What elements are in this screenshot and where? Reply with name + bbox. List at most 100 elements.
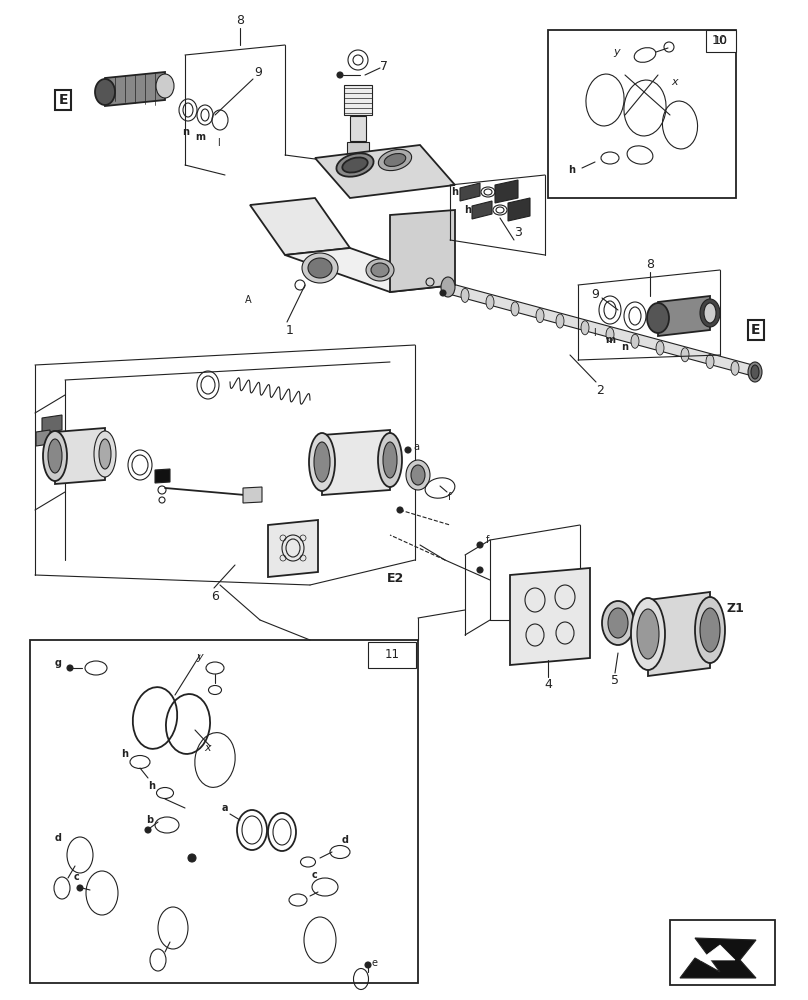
- Ellipse shape: [608, 608, 628, 638]
- Text: 2: 2: [596, 383, 604, 396]
- Text: h: h: [569, 165, 575, 175]
- Ellipse shape: [385, 154, 406, 166]
- Polygon shape: [445, 282, 760, 378]
- Text: Z1: Z1: [726, 601, 744, 614]
- Ellipse shape: [511, 302, 519, 316]
- Text: x: x: [204, 743, 212, 753]
- Text: 5: 5: [611, 674, 619, 686]
- Ellipse shape: [99, 439, 111, 469]
- Text: 6: 6: [211, 589, 219, 602]
- Text: l: l: [594, 328, 596, 338]
- Text: h: h: [149, 781, 155, 791]
- Ellipse shape: [602, 601, 634, 645]
- Text: b: b: [146, 815, 154, 825]
- Text: c: c: [74, 872, 80, 882]
- Text: 3: 3: [514, 226, 522, 238]
- Text: y: y: [614, 47, 621, 57]
- Bar: [347, 142, 369, 154]
- Ellipse shape: [486, 295, 494, 309]
- Text: a: a: [221, 803, 228, 813]
- Ellipse shape: [631, 598, 665, 670]
- Polygon shape: [680, 938, 756, 978]
- Text: 4: 4: [544, 678, 552, 692]
- Text: 8: 8: [236, 13, 244, 26]
- Polygon shape: [42, 415, 62, 433]
- Text: 9: 9: [591, 288, 599, 302]
- Circle shape: [397, 507, 403, 513]
- Circle shape: [353, 55, 363, 65]
- Ellipse shape: [406, 460, 430, 490]
- Ellipse shape: [411, 465, 425, 485]
- Text: m: m: [605, 335, 615, 345]
- Bar: [706, 30, 736, 52]
- Text: h: h: [452, 187, 458, 197]
- Circle shape: [477, 542, 483, 548]
- Text: x: x: [671, 77, 678, 87]
- Bar: [30, 640, 418, 983]
- Ellipse shape: [309, 433, 335, 491]
- Polygon shape: [460, 183, 480, 201]
- Circle shape: [337, 72, 343, 78]
- Polygon shape: [155, 469, 170, 483]
- Text: 10: 10: [714, 36, 728, 46]
- Bar: [670, 920, 775, 985]
- Ellipse shape: [95, 79, 115, 105]
- Circle shape: [145, 827, 151, 833]
- Ellipse shape: [647, 303, 669, 333]
- Ellipse shape: [700, 608, 720, 652]
- Text: n: n: [621, 342, 629, 352]
- Text: f: f: [448, 492, 452, 502]
- Polygon shape: [243, 487, 262, 503]
- Circle shape: [67, 665, 73, 671]
- Text: d: d: [342, 835, 348, 845]
- Bar: [344, 85, 372, 115]
- Text: 8: 8: [646, 258, 654, 271]
- Text: h: h: [465, 205, 472, 215]
- Polygon shape: [495, 180, 518, 203]
- Ellipse shape: [314, 442, 330, 482]
- Ellipse shape: [731, 361, 739, 375]
- Polygon shape: [648, 592, 710, 676]
- Polygon shape: [508, 198, 530, 221]
- Text: E2: E2: [386, 572, 404, 584]
- Ellipse shape: [43, 431, 67, 481]
- Ellipse shape: [556, 314, 564, 328]
- Ellipse shape: [748, 362, 762, 382]
- Ellipse shape: [378, 149, 411, 171]
- Polygon shape: [268, 520, 318, 577]
- Ellipse shape: [637, 609, 659, 659]
- Circle shape: [405, 447, 411, 453]
- Text: m: m: [195, 132, 205, 142]
- Polygon shape: [472, 201, 492, 219]
- Circle shape: [348, 50, 368, 70]
- Polygon shape: [36, 430, 50, 446]
- Polygon shape: [322, 430, 390, 495]
- Ellipse shape: [631, 334, 639, 348]
- Ellipse shape: [378, 433, 402, 487]
- Text: a: a: [413, 442, 419, 452]
- Text: 10: 10: [712, 33, 728, 46]
- Polygon shape: [700, 945, 735, 960]
- Ellipse shape: [704, 303, 716, 323]
- Text: 9: 9: [254, 66, 262, 80]
- Bar: [548, 30, 736, 198]
- Text: e: e: [372, 958, 378, 968]
- Ellipse shape: [156, 74, 174, 98]
- Ellipse shape: [366, 259, 394, 281]
- Text: c: c: [312, 870, 318, 880]
- Ellipse shape: [706, 355, 714, 369]
- Ellipse shape: [343, 157, 368, 173]
- Bar: [368, 642, 416, 668]
- Ellipse shape: [48, 439, 62, 473]
- Ellipse shape: [308, 258, 332, 278]
- Polygon shape: [658, 296, 710, 336]
- Ellipse shape: [336, 153, 373, 177]
- Ellipse shape: [536, 309, 544, 323]
- Text: h: h: [121, 749, 128, 759]
- Polygon shape: [285, 248, 455, 292]
- Circle shape: [477, 567, 483, 573]
- Circle shape: [365, 962, 371, 968]
- Text: E: E: [58, 93, 68, 107]
- Text: 1: 1: [286, 324, 294, 336]
- Ellipse shape: [302, 253, 338, 283]
